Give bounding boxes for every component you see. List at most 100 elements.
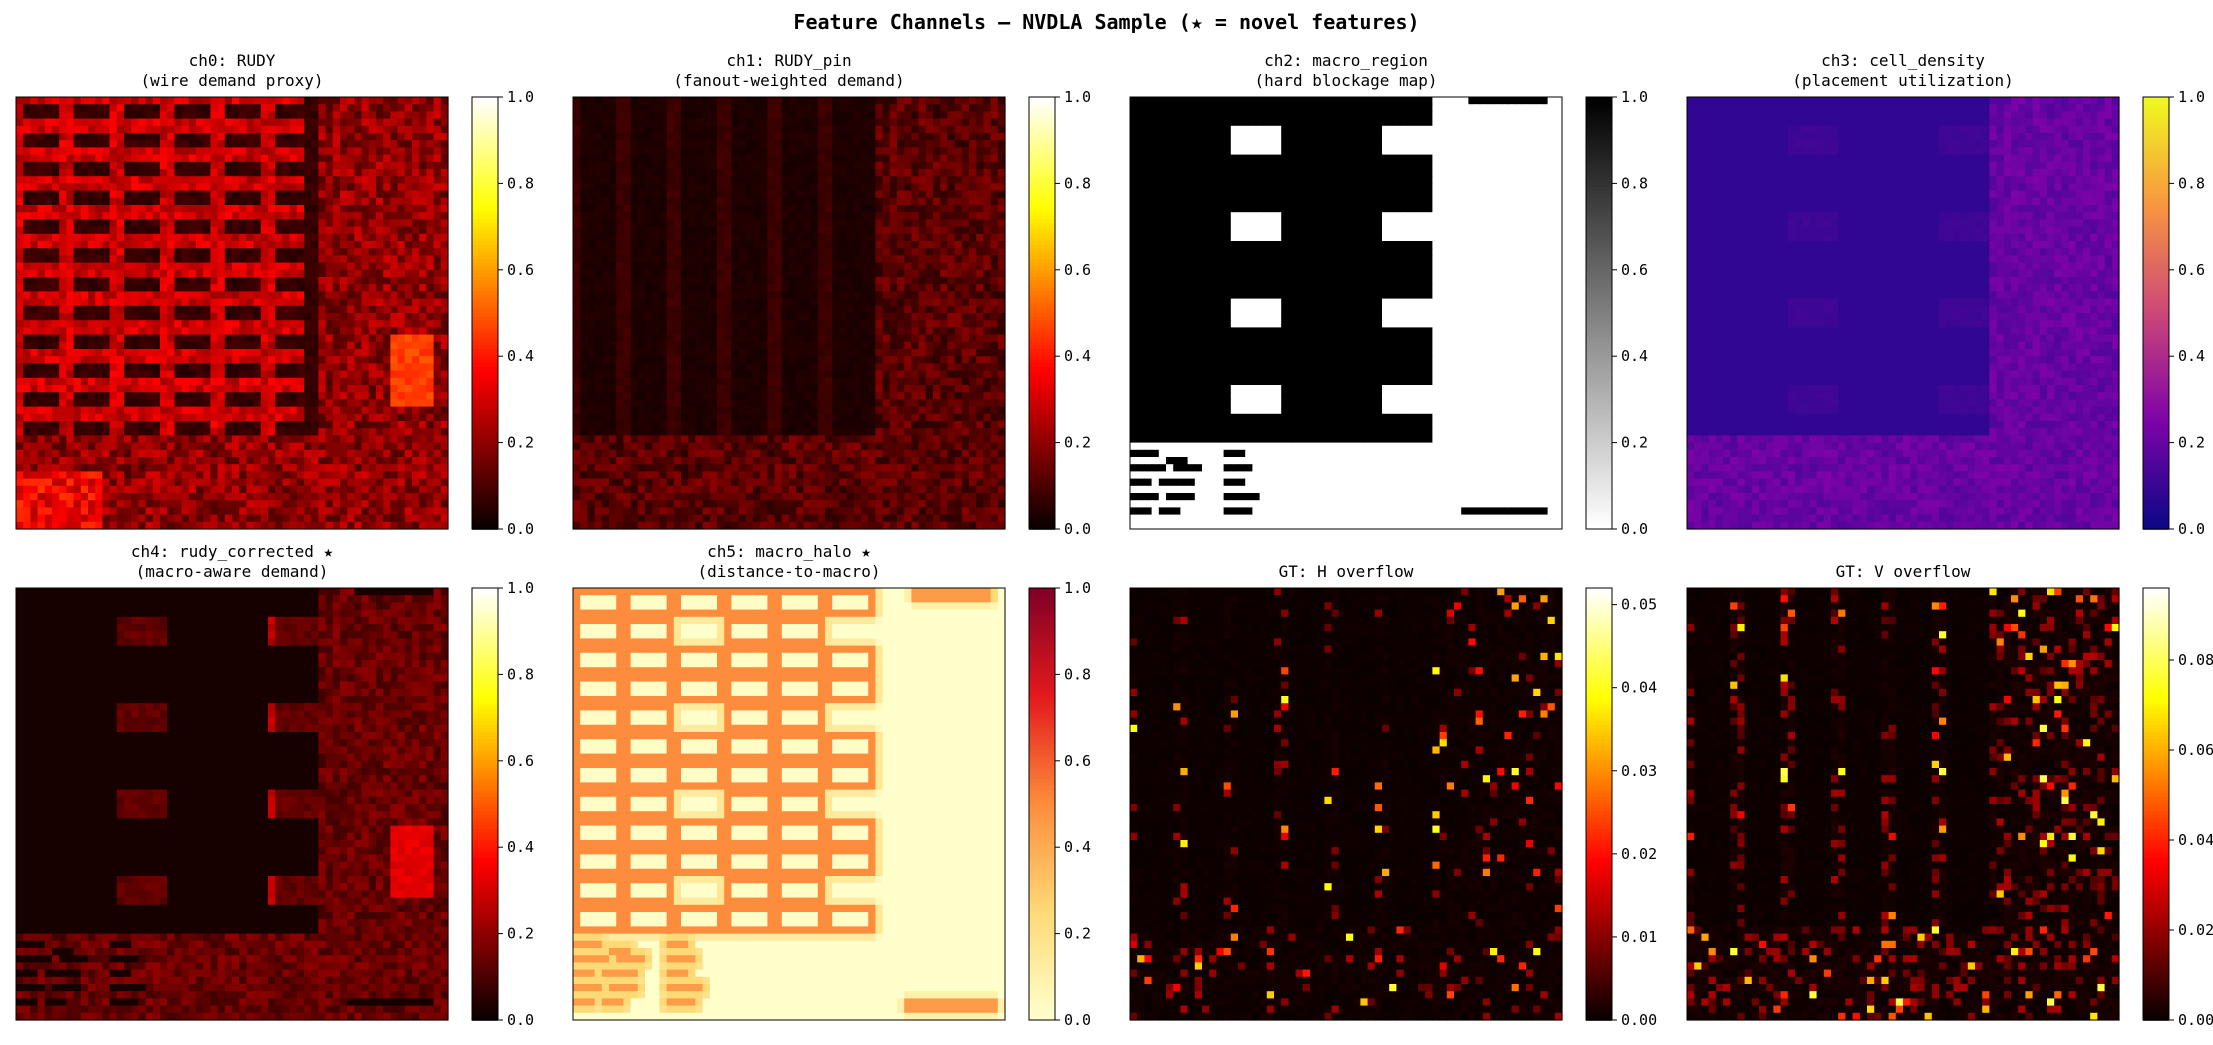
heatmap-cell — [318, 471, 327, 480]
heatmap-cell — [623, 118, 632, 127]
heatmap-cell — [731, 169, 740, 177]
heatmap-cell — [433, 471, 442, 480]
heatmap-cell — [282, 291, 291, 300]
heatmap-cell — [102, 521, 111, 530]
heatmap-cell — [102, 493, 111, 501]
heatmap-cell — [796, 176, 804, 184]
heatmap-cell — [88, 421, 96, 429]
heatmap-cell — [23, 226, 31, 235]
heatmap-cell — [911, 197, 920, 206]
heatmap-cell — [325, 327, 334, 336]
heatmap-cell — [275, 406, 283, 415]
heatmap-cell — [383, 125, 391, 134]
heatmap-cell — [160, 435, 168, 444]
heatmap-cell — [594, 118, 603, 127]
heatmap-cell — [340, 421, 348, 429]
heatmap-cell — [210, 269, 219, 278]
heatmap-cell — [868, 147, 876, 156]
heatmap-cell — [311, 313, 319, 321]
heatmap-cell — [275, 147, 283, 156]
heatmap-cell — [275, 226, 283, 235]
heatmap-cell — [666, 111, 675, 120]
heatmap-cell — [203, 442, 211, 451]
heatmap-cell — [289, 349, 298, 357]
heatmap-cell — [426, 363, 435, 372]
heatmap-cell — [390, 341, 399, 350]
heatmap-cell — [188, 190, 197, 199]
heatmap-cell — [232, 104, 240, 112]
heatmap-cell — [347, 161, 355, 170]
heatmap-cell — [124, 226, 132, 235]
heatmap-cell — [138, 313, 147, 321]
heatmap-cell — [839, 190, 848, 199]
heatmap-cell — [397, 241, 406, 249]
heatmap-cell — [803, 161, 812, 170]
heatmap-cell — [354, 161, 363, 170]
heatmap-cell — [210, 313, 219, 321]
heatmap-cell — [232, 226, 240, 235]
heatmap-cell — [753, 118, 761, 127]
heatmap-cell — [174, 111, 183, 120]
heatmap-cell — [282, 327, 291, 336]
heatmap-cell — [976, 197, 984, 206]
heatmap-cell — [652, 226, 660, 235]
heatmap-cell — [124, 449, 132, 458]
heatmap-cell — [961, 205, 970, 213]
heatmap-cell — [52, 392, 60, 400]
heatmap-cell — [419, 125, 427, 134]
heatmap-cell — [440, 428, 449, 436]
heatmap-cell — [16, 161, 24, 170]
colorbar-step — [472, 104, 498, 109]
heatmap-cell — [160, 97, 168, 105]
heatmap-cell — [419, 435, 427, 444]
heatmap-cell — [803, 190, 812, 199]
heatmap-cell — [95, 341, 103, 350]
heatmap-cell — [623, 125, 632, 134]
heatmap-cell — [681, 205, 689, 213]
heatmap-cell — [347, 233, 355, 242]
heatmap-cell — [152, 226, 161, 235]
heatmap-cell — [961, 154, 970, 163]
heatmap-cell — [861, 241, 869, 249]
heatmap-cell — [37, 413, 46, 422]
heatmap-cell — [73, 349, 82, 357]
heatmap-cell — [109, 154, 118, 163]
heatmap-cell — [260, 298, 269, 307]
colorbar-step — [472, 284, 498, 289]
colorbar-step — [472, 349, 498, 354]
heatmap-cell — [882, 197, 891, 206]
heatmap-cell — [332, 111, 341, 120]
heatmap-cell — [196, 291, 204, 300]
heatmap-cell — [59, 169, 67, 177]
colorbar-step — [472, 309, 498, 314]
heatmap-cell — [160, 284, 168, 292]
heatmap-cell — [23, 248, 31, 256]
heatmap-cell — [695, 97, 704, 105]
heatmap-cell — [404, 284, 413, 292]
heatmap-cell — [217, 140, 226, 148]
heatmap-cell — [124, 435, 132, 444]
heatmap-cell — [376, 298, 384, 307]
heatmap-cell — [889, 219, 898, 228]
heatmap-cell — [37, 305, 46, 314]
heatmap-cell — [73, 521, 82, 530]
heatmap-cell — [188, 385, 197, 393]
heatmap-cell — [296, 118, 305, 127]
heatmap-cell — [738, 111, 747, 120]
heatmap-cell — [609, 111, 617, 120]
heatmap-cell — [897, 212, 905, 220]
heatmap-cell — [645, 212, 653, 220]
heatmap-cell — [745, 212, 754, 220]
heatmap-cell — [361, 205, 370, 213]
heatmap-cell — [152, 183, 161, 192]
heatmap-cell — [875, 169, 884, 177]
heatmap-cell — [246, 219, 255, 228]
heatmap-cell — [947, 197, 956, 206]
heatmap-cell — [875, 183, 884, 192]
heatmap-cell — [419, 219, 427, 228]
heatmap-cell — [275, 241, 283, 249]
heatmap-cell — [724, 154, 732, 163]
heatmap-cell — [383, 140, 391, 148]
heatmap-cell — [138, 464, 147, 472]
heatmap-cell — [217, 161, 226, 170]
